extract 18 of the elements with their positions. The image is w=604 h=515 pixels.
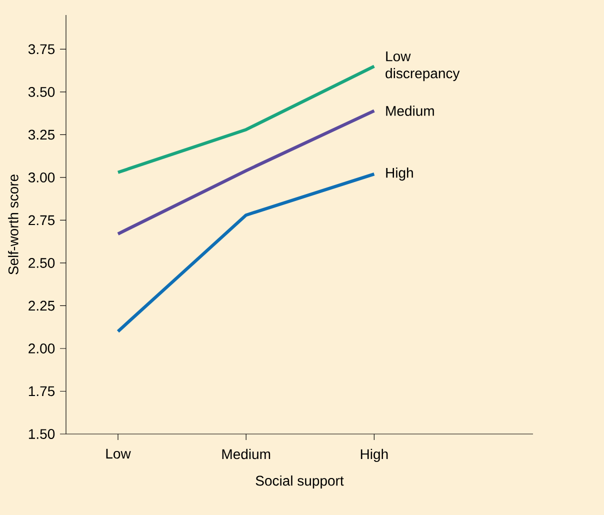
- y-tick-label: 2.50: [28, 258, 55, 268]
- x-tick-label: High: [360, 448, 388, 462]
- y-tick-label: 1.50: [28, 429, 55, 439]
- x-tick-label: Medium: [222, 448, 270, 460]
- y-tick-label: 2.75: [28, 215, 55, 226]
- y-tick-label: 3.25: [28, 130, 55, 140]
- series-label: Medium: [386, 106, 434, 116]
- y-axis-title: Self-worth score: [8, 174, 18, 274]
- y-tick-label: 2.00: [28, 344, 55, 354]
- y-tick-label: 1.75: [28, 386, 55, 396]
- x-axis-title: Social support: [256, 475, 344, 488]
- y-tick-label: 3.75: [28, 44, 55, 54]
- y-tick-label: 2.25: [28, 300, 55, 311]
- series-label: High: [386, 168, 413, 181]
- x-tick-label: Low: [106, 448, 131, 459]
- y-tick-label: 3.50: [28, 86, 55, 97]
- y-tick-label: 3.00: [28, 172, 55, 182]
- series-label: Low discrepancy: [386, 52, 460, 82]
